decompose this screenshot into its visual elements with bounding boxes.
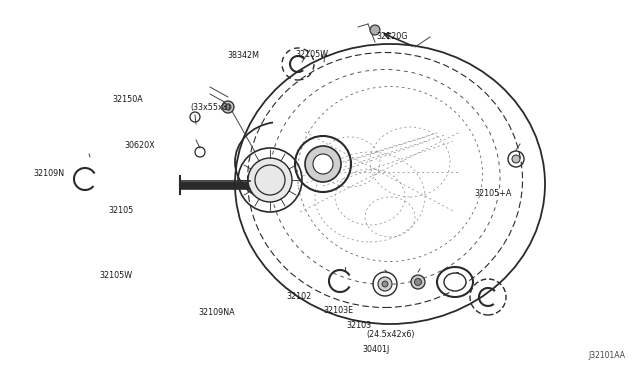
- Circle shape: [370, 25, 380, 35]
- Text: 32103: 32103: [347, 321, 372, 330]
- Circle shape: [248, 158, 292, 202]
- Circle shape: [415, 279, 422, 285]
- Text: 38342M: 38342M: [227, 51, 259, 60]
- Text: 32105W: 32105W: [296, 50, 329, 59]
- Circle shape: [512, 155, 520, 163]
- Text: 32109N: 32109N: [33, 169, 65, 178]
- Text: 32103E: 32103E: [323, 307, 353, 315]
- Circle shape: [382, 281, 388, 287]
- Ellipse shape: [444, 273, 466, 291]
- Circle shape: [225, 104, 231, 110]
- Text: 32105+A: 32105+A: [475, 189, 512, 198]
- Circle shape: [313, 154, 333, 174]
- Circle shape: [305, 146, 341, 182]
- Text: 32102: 32102: [287, 292, 312, 301]
- Circle shape: [411, 275, 425, 289]
- Text: 32120G: 32120G: [376, 32, 408, 41]
- Text: 32105W: 32105W: [99, 271, 132, 280]
- Text: 30620X: 30620X: [125, 141, 156, 150]
- Text: 32109NA: 32109NA: [198, 308, 235, 317]
- Circle shape: [378, 277, 392, 291]
- Text: J32101AA: J32101AA: [588, 351, 625, 360]
- Circle shape: [222, 101, 234, 113]
- Text: 32150A: 32150A: [112, 95, 143, 104]
- Text: (33x55x8): (33x55x8): [191, 103, 232, 112]
- Text: (24.5x42x6): (24.5x42x6): [366, 330, 415, 339]
- Text: 32105: 32105: [109, 206, 134, 215]
- Text: 30401J: 30401J: [362, 345, 390, 354]
